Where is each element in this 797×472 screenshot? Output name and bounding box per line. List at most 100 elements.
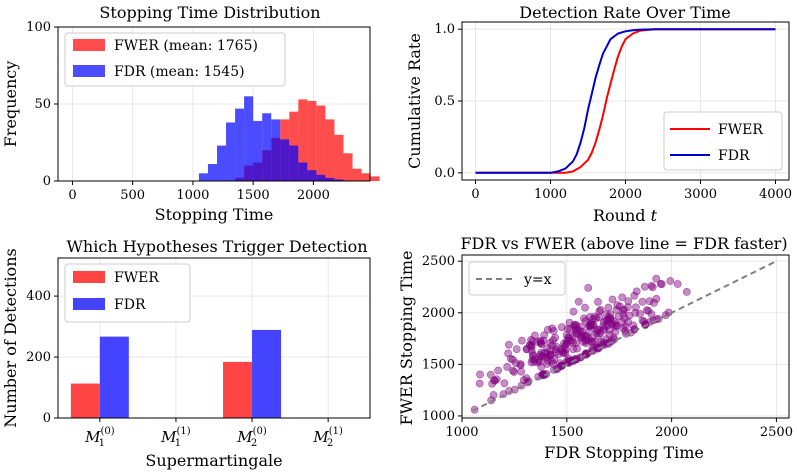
x-tick-label: 500 — [120, 188, 145, 203]
bar-fwer — [334, 134, 344, 181]
x-tick-label-sup: (1) — [177, 426, 191, 437]
scatter-point — [609, 333, 618, 342]
x-axis-label-var: t — [651, 206, 658, 225]
x-tick-label: 2000 — [297, 188, 330, 203]
legend-label-fdr: FDR — [114, 297, 146, 313]
y-tick-label: 2500 — [422, 254, 455, 269]
x-tick-label-base: M — [84, 428, 101, 446]
scatter-point — [504, 340, 513, 349]
scatter-point — [563, 324, 572, 333]
scatter-point — [551, 333, 560, 342]
scatter-point — [632, 303, 640, 312]
y-axis-label: FWER Stopping Time — [397, 250, 416, 425]
scatter-point — [592, 314, 601, 322]
x-tick-label: 0 — [471, 187, 479, 202]
y-axis-label: Cumulative Rate — [405, 33, 424, 169]
scatter-point — [624, 297, 633, 305]
bar-fwer — [352, 168, 362, 181]
bar-fdr — [262, 113, 272, 181]
scatter-point — [503, 362, 512, 371]
scatter-point — [490, 376, 499, 385]
y-tick-label: 0 — [43, 174, 51, 189]
x-axis-label-text: Round — [593, 206, 646, 225]
scatter-point — [596, 305, 605, 314]
scatter-point — [611, 327, 620, 336]
y-tick-label: 100 — [26, 20, 51, 35]
legend: FWER (mean: 1765) FDR (mean: 1545) — [64, 32, 286, 87]
bar-fdr — [253, 120, 263, 181]
scatter-point — [546, 351, 555, 360]
x-tick-label: 2500 — [760, 425, 793, 440]
x-axis-label: Stopping Time — [155, 205, 274, 224]
scatter-point — [509, 366, 517, 375]
scatter-point — [604, 303, 613, 312]
scatter-point — [536, 339, 545, 347]
scatter-point — [564, 337, 573, 345]
scatter-point — [561, 349, 570, 357]
bar-fdr — [334, 179, 344, 181]
scatter-point — [620, 305, 628, 314]
chart-title: Detection Rate Over Time — [519, 3, 730, 22]
x-tick-label-base: M — [312, 428, 329, 446]
scatter-point — [543, 360, 551, 368]
scatter-point — [475, 379, 484, 388]
legend: y=x — [468, 261, 566, 296]
scatter-point — [517, 367, 526, 376]
scatter-point — [613, 301, 622, 310]
x-tick-label: 4000 — [759, 187, 792, 202]
scatter-point — [630, 291, 639, 300]
scatter-point — [544, 325, 552, 334]
scatter-point — [518, 336, 526, 345]
scatter-point — [652, 294, 661, 303]
y-tick-label: 0 — [43, 411, 51, 426]
x-tick-label: 1000 — [445, 425, 478, 440]
scatter-point — [654, 315, 663, 323]
legend-label-fwer: FWER — [114, 270, 159, 286]
panel-detection-rate-over-time: Detection Rate Over Time 0 1000 2000 3000 40… — [405, 3, 792, 225]
x-tick-label-base: M — [236, 428, 253, 446]
scatter-point — [578, 330, 587, 339]
scatter-point — [509, 355, 517, 364]
scatter-point — [682, 287, 691, 296]
scatter-point — [531, 331, 539, 340]
scatter-point — [586, 322, 594, 331]
scatter-point — [581, 303, 589, 312]
scatter-point — [640, 282, 649, 291]
x-tick-label-sub: 1 — [175, 438, 181, 449]
bar-fdr — [244, 96, 254, 181]
legend-label-fdr: FDR — [718, 148, 750, 164]
x-tick-label: 1000 — [534, 187, 567, 202]
y-tick-label: 0.5 — [434, 94, 455, 109]
x-tick-label-sub: 2 — [251, 438, 257, 449]
scatter-point — [594, 297, 602, 306]
scatter-point — [569, 345, 577, 354]
x-tick-label-sub: 2 — [327, 438, 333, 449]
legend-swatch-fwer — [73, 271, 105, 283]
scatter-point — [618, 293, 627, 302]
x-tick-label: 3000 — [684, 187, 717, 202]
y-axis-label: Number of Detections — [1, 248, 20, 427]
scatter-point — [548, 324, 556, 333]
bar-fdr — [217, 145, 227, 181]
bar-fwer — [70, 383, 100, 418]
legend-label-ref: y=x — [523, 272, 552, 288]
bar-fwer — [361, 173, 371, 181]
y-tick-label: 1.0 — [434, 22, 455, 37]
scatter-point — [549, 336, 557, 345]
x-tick-label: 1500 — [550, 425, 583, 440]
scatter-point — [608, 320, 617, 329]
y-tick-label: 2000 — [422, 306, 455, 321]
scatter-point — [506, 354, 515, 363]
scatter-point — [584, 283, 593, 292]
legend-swatch-fdr — [73, 298, 105, 310]
scatter-point — [494, 366, 502, 375]
x-tick-label-sup: (0) — [253, 426, 267, 437]
scatter-point — [548, 341, 557, 349]
bar-fdr — [235, 108, 245, 181]
x-tick-label-sup: (0) — [100, 426, 114, 437]
bar-fdr — [325, 177, 335, 181]
scatter-point — [652, 274, 661, 283]
scatter-point — [586, 312, 594, 321]
legend-label-fdr: FDR (mean: 1545) — [114, 64, 245, 80]
